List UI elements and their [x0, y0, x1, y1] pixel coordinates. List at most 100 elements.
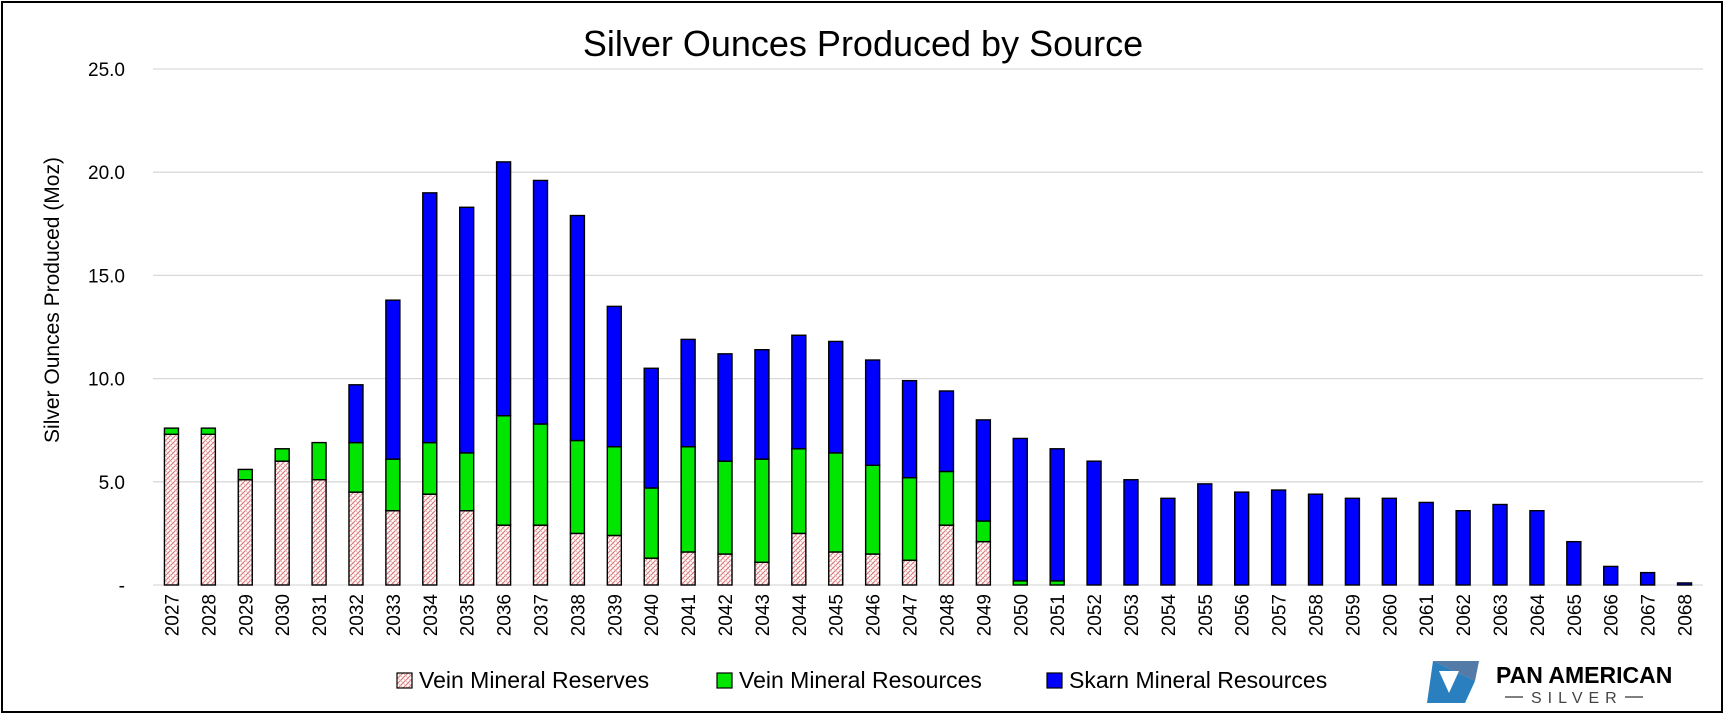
x-tick-label: 2062	[1454, 594, 1475, 636]
x-tick-label: 2042	[716, 594, 737, 636]
bar-vein-mineral-reserves-2041	[680, 551, 696, 586]
bar-skarn-mineral-resources-2043	[754, 349, 770, 460]
x-tick-label: 2039	[605, 594, 626, 636]
bar-skarn-mineral-resources-2067	[1639, 571, 1656, 586]
bar-vein-mineral-reserves-2029	[237, 479, 253, 586]
bar-vein-mineral-resources-2048	[938, 470, 955, 526]
gridlines	[153, 68, 1703, 586]
x-tick-label: 2046	[864, 594, 885, 636]
x-tick-label: 2040	[642, 594, 663, 636]
bar-vein-mineral-resources-2036	[495, 415, 512, 526]
bar-skarn-mineral-resources-2058	[1307, 493, 1324, 586]
bar-skarn-mineral-resources-2059	[1344, 497, 1361, 586]
bar-skarn-mineral-resources-2065	[1566, 540, 1582, 586]
legend-item-vein-mineral-reserves: Vein Mineral Reserves	[396, 667, 649, 693]
bar-skarn-mineral-resources-2035	[458, 206, 475, 454]
legend-swatch-vein-mineral-resources	[716, 672, 733, 689]
stacked-bar-chart: Silver Ounces Produced by Source Silver …	[41, 23, 1703, 707]
bar-skarn-mineral-resources-2034	[422, 192, 438, 444]
bar-skarn-mineral-resources-2042	[717, 353, 733, 462]
x-tick-label: 2027	[162, 594, 183, 636]
pan-american-silver-logo-icon	[1427, 661, 1479, 703]
bar-vein-mineral-resources-2045	[828, 452, 844, 553]
bar-vein-mineral-resources-2032	[348, 441, 364, 493]
bar-vein-mineral-reserves-2028	[200, 433, 217, 586]
bars	[163, 161, 1693, 586]
legend-item-skarn-mineral-resources: Skarn Mineral Resources	[1046, 667, 1327, 693]
x-tick-label: 2036	[495, 594, 516, 636]
logo-subtitle: SILVER	[1531, 690, 1623, 707]
x-tick-label: 2054	[1159, 594, 1180, 637]
x-tick-label: 2057	[1270, 594, 1291, 636]
bar-skarn-mineral-resources-2066	[1603, 565, 1619, 586]
bar-vein-mineral-reserves-2045	[828, 551, 844, 586]
pan-american-silver-logo: PAN AMERICAN SILVER	[1427, 661, 1672, 707]
chart-title: Silver Ounces Produced by Source	[583, 23, 1143, 64]
bar-vein-mineral-reserves-2048	[938, 524, 955, 586]
bar-vein-mineral-reserves-2038	[569, 532, 586, 586]
x-tick-label: 2030	[273, 594, 294, 636]
x-tick-label: 2064	[1528, 594, 1549, 637]
bar-vein-mineral-reserves-2046	[864, 553, 881, 586]
y-tick-label: 5.0	[99, 473, 125, 494]
bar-skarn-mineral-resources-2054	[1160, 497, 1176, 586]
logo-name: PAN AMERICAN	[1496, 662, 1672, 688]
x-tick-label: 2050	[1011, 594, 1032, 636]
legend-label-skarn-mineral-resources: Skarn Mineral Resources	[1069, 667, 1327, 693]
bar-vein-mineral-reserves-2031	[311, 479, 327, 586]
x-axis-ticks: 2027 2028 2029 2030 2031 2032 2033 2034 2035 2036…	[162, 594, 1696, 637]
x-tick-label: 2034	[421, 594, 442, 637]
x-tick-label: 2035	[458, 594, 479, 636]
x-tick-label: 2037	[532, 594, 553, 636]
bar-vein-mineral-resources-2028	[200, 427, 217, 436]
x-tick-label: 2061	[1417, 594, 1438, 636]
bar-vein-mineral-resources-2047	[901, 476, 918, 561]
x-tick-label: 2051	[1048, 594, 1069, 636]
x-tick-label: 2052	[1085, 594, 1106, 636]
x-tick-label: 2033	[384, 594, 405, 636]
y-tick-label: 15.0	[88, 266, 125, 287]
bar-vein-mineral-resources-2041	[680, 446, 696, 553]
bar-vein-mineral-reserves-2040	[643, 557, 659, 586]
bar-vein-mineral-reserves-2043	[754, 561, 770, 586]
bar-skarn-mineral-resources-2038	[569, 214, 586, 442]
y-tick-label: 25.0	[88, 60, 125, 81]
bar-vein-mineral-reserves-2032	[348, 491, 364, 586]
bar-vein-mineral-reserves-2027	[163, 433, 180, 586]
x-tick-label: 2067	[1639, 594, 1660, 636]
bar-skarn-mineral-resources-2064	[1529, 509, 1545, 586]
x-tick-label: 2031	[310, 594, 331, 636]
bar-vein-mineral-resources-2042	[717, 460, 733, 555]
bar-vein-mineral-resources-2033	[385, 458, 401, 512]
x-tick-label: 2059	[1343, 594, 1364, 636]
bar-skarn-mineral-resources-2036	[495, 161, 512, 417]
bar-skarn-mineral-resources-2045	[828, 340, 844, 454]
x-tick-label: 2056	[1233, 594, 1254, 636]
legend-label-vein-mineral-resources: Vein Mineral Resources	[739, 667, 982, 693]
bar-vein-mineral-resources-2044	[791, 448, 807, 535]
bar-vein-mineral-reserves-2036	[495, 524, 512, 586]
bar-vein-mineral-resources-2046	[864, 464, 881, 555]
bar-skarn-mineral-resources-2048	[938, 390, 955, 473]
x-tick-label: 2066	[1602, 594, 1623, 636]
bar-vein-mineral-resources-2029	[237, 468, 253, 481]
bar-skarn-mineral-resources-2060	[1381, 497, 1398, 586]
x-tick-label: 2029	[236, 594, 257, 636]
legend: Vein Mineral Reserves Vein Mineral Resou…	[396, 667, 1327, 693]
bar-vein-mineral-resources-2034	[422, 441, 438, 495]
bar-skarn-mineral-resources-2052	[1086, 460, 1102, 586]
x-tick-label: 2045	[827, 594, 848, 636]
bar-vein-mineral-resources-2030	[274, 448, 290, 462]
x-tick-label: 2048	[937, 594, 958, 636]
bar-skarn-mineral-resources-2044	[791, 334, 807, 450]
x-tick-label: 2038	[568, 594, 589, 636]
bar-vein-mineral-reserves-2039	[606, 534, 623, 586]
x-tick-label: 2068	[1676, 594, 1697, 636]
bar-skarn-mineral-resources-2040	[643, 367, 659, 489]
y-tick-label: 20.0	[88, 163, 125, 184]
y-axis-ticks: - 5.0 10.0 15.0 20.0 25.0	[88, 60, 125, 597]
bar-vein-mineral-reserves-2035	[458, 509, 475, 586]
bar-vein-mineral-reserves-2047	[901, 559, 918, 586]
bar-vein-mineral-reserves-2042	[717, 553, 733, 586]
bar-vein-mineral-resources-2043	[754, 458, 770, 563]
